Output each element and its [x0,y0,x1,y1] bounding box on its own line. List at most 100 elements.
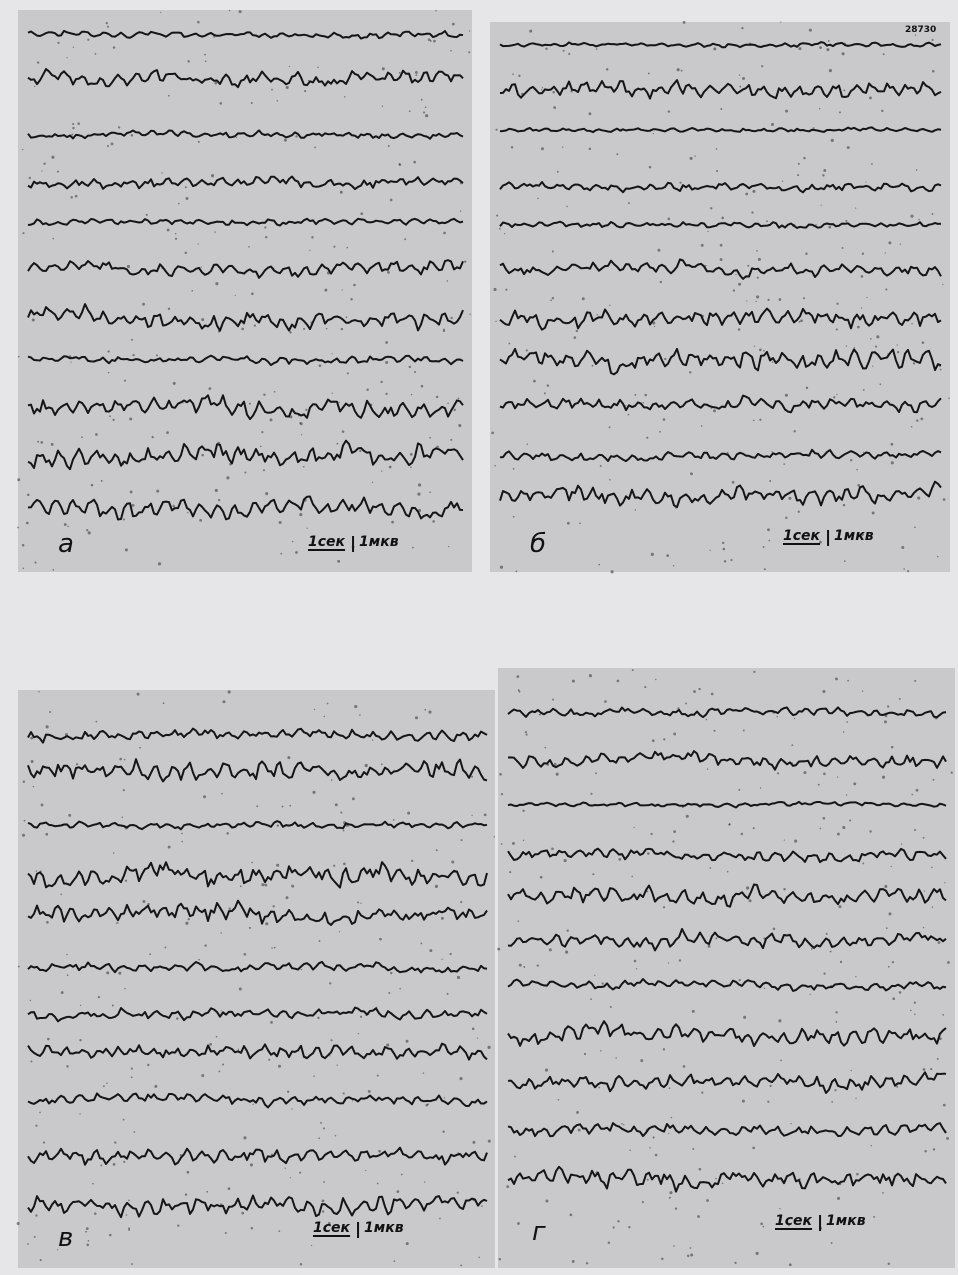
speck [61,991,64,994]
speck [220,102,223,105]
speck [632,669,634,671]
speck [661,1258,663,1260]
speck [888,912,891,915]
speck [823,817,826,820]
speck [291,1108,292,1109]
speck [301,434,302,435]
speck [733,289,735,291]
panel-label: в [58,1223,73,1253]
speck [410,453,413,456]
speck [819,108,820,109]
speck [663,906,665,908]
speck [425,114,428,117]
speck [353,284,356,287]
speck [589,674,592,677]
speck [820,828,822,830]
speck [252,1104,253,1105]
speck [669,1087,671,1089]
speck [633,827,634,828]
speck [452,23,455,26]
speck [457,976,460,979]
speck [469,30,470,31]
speck [930,1068,932,1070]
speck [542,87,543,88]
speck [407,812,410,815]
speck [910,1010,912,1012]
speck [79,1113,80,1114]
speck [415,71,418,74]
speck [390,972,392,974]
speck [131,1067,133,1069]
speck [648,73,650,75]
speck [70,362,71,363]
speck [706,719,708,721]
speck [129,417,132,420]
speck [131,134,133,136]
speck [468,51,470,53]
speck [132,504,135,507]
speck [163,702,165,704]
speck [590,793,592,795]
speck [562,146,563,147]
speck [730,559,732,561]
speck [184,252,186,254]
speck [881,110,883,112]
speck [628,1226,630,1228]
speck [655,1154,658,1157]
speck [428,38,431,41]
speck [516,675,519,678]
speck [390,199,393,202]
speck [767,528,770,531]
speck [32,318,35,321]
speck [901,546,904,549]
speck [458,424,461,427]
speck [767,1101,769,1103]
speck [823,973,825,975]
speck [236,137,237,138]
speck [357,901,359,903]
speck [914,829,916,831]
time-scale: 1сек [313,1220,351,1236]
speck [843,89,845,91]
speck [460,1264,462,1266]
speck [716,148,718,150]
speck [846,794,847,795]
speck [891,443,894,446]
speck [558,1099,560,1101]
speck [756,1252,759,1255]
speck [567,929,569,931]
speck [813,127,815,129]
speck [188,918,190,920]
speck [586,1262,588,1264]
speck [360,903,361,904]
speck [420,942,422,944]
speck [300,422,303,425]
speck [292,541,294,543]
speck [891,746,894,749]
speck [98,996,100,998]
speck [576,330,578,332]
speck [809,29,812,32]
speck [513,468,515,470]
speck [239,10,242,13]
speck [663,738,665,740]
speck [239,987,242,990]
speck [923,1068,926,1071]
speck [743,1016,746,1019]
speck [947,961,950,964]
speck [760,1223,763,1226]
speck [410,466,412,468]
speck [160,12,161,13]
speck [265,492,268,495]
speck [381,470,382,471]
speck [354,705,357,708]
speck [484,813,487,816]
speck [568,53,570,55]
speck [755,301,756,302]
speck [51,156,54,159]
speck [241,328,244,331]
speck [892,997,895,1000]
speck [505,289,507,291]
speck [471,815,472,816]
speck [238,1049,239,1050]
